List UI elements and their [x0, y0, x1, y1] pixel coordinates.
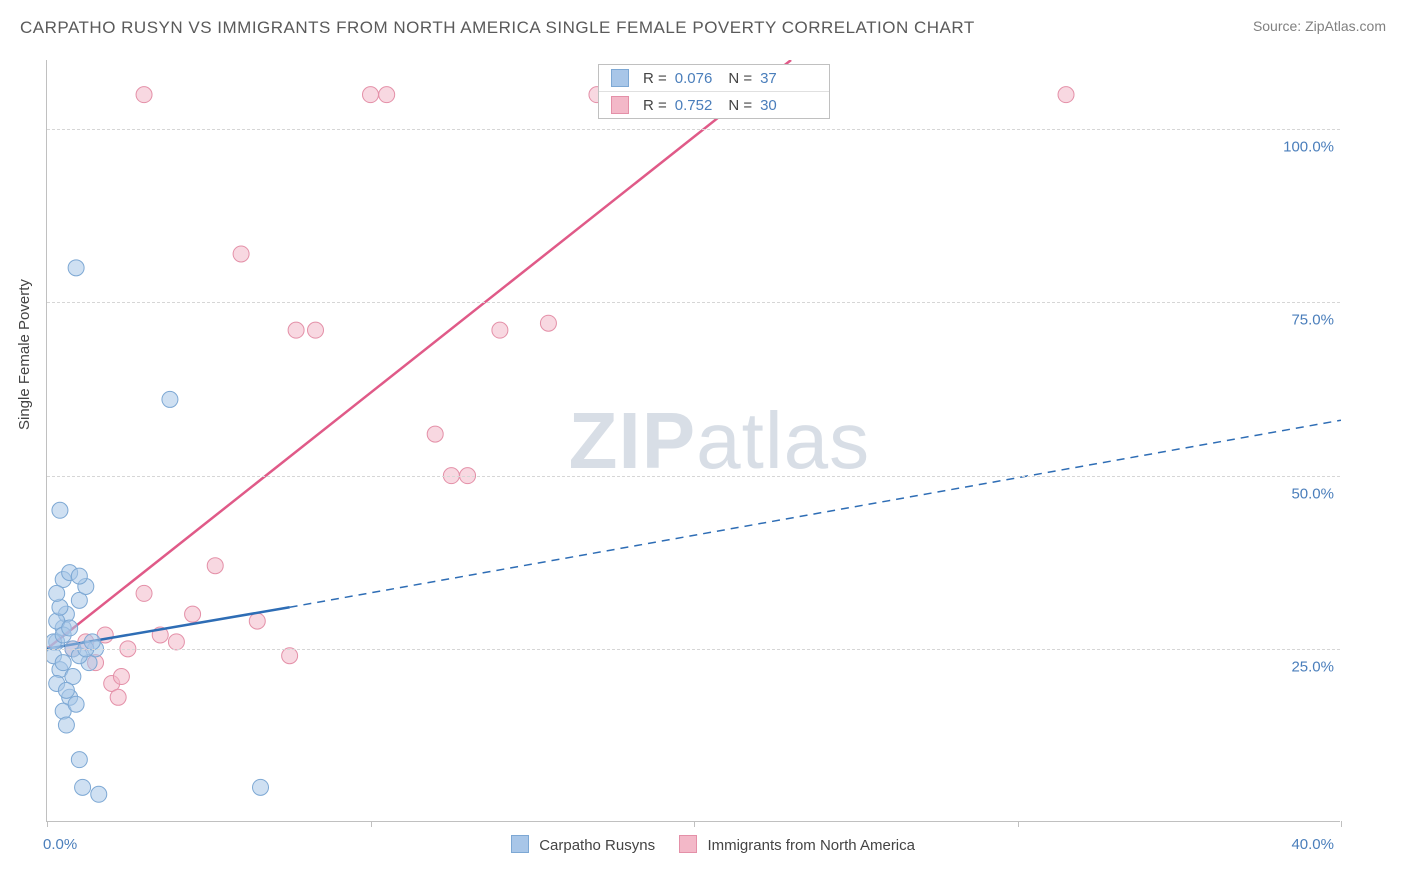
plot-container: ZIPatlas R = 0.076 N = 37 R = 0.752 N = … — [46, 60, 1340, 822]
r-label-a: R = — [643, 70, 667, 87]
legend-square-b — [611, 96, 629, 114]
n-value-b: 30 — [760, 97, 777, 114]
bottom-legend-label-b: Immigrants from North America — [707, 837, 915, 854]
n-value-a: 37 — [760, 70, 777, 87]
y-tick-label: 25.0% — [1291, 658, 1334, 675]
x-tick — [47, 821, 48, 827]
y-tick-label: 100.0% — [1283, 139, 1334, 156]
r-value-a: 0.076 — [675, 70, 713, 87]
info-row-a: R = 0.076 N = 37 — [599, 65, 829, 92]
x-tick — [1341, 821, 1342, 827]
legend-square-a — [611, 69, 629, 87]
chart-svg — [47, 60, 1341, 822]
source-label: Source: ZipAtlas.com — [1253, 18, 1386, 34]
bottom-legend: Carpatho Rusyns Immigrants from North Am… — [0, 835, 1406, 854]
watermark: ZIPatlas — [569, 395, 870, 487]
n-label-a: N = — [728, 70, 752, 87]
bottom-legend-label-a: Carpatho Rusyns — [539, 837, 655, 854]
x-tick — [371, 821, 372, 827]
y-axis-label: Single Female Poverty — [16, 279, 33, 430]
y-tick-label: 75.0% — [1291, 312, 1334, 329]
info-row-b: R = 0.752 N = 30 — [599, 92, 829, 118]
bottom-legend-square-b — [679, 835, 697, 853]
r-value-b: 0.752 — [675, 97, 713, 114]
plot-area: ZIPatlas R = 0.076 N = 37 R = 0.752 N = … — [46, 60, 1340, 822]
watermark-bold: ZIP — [569, 396, 696, 485]
chart-title: CARPATHO RUSYN VS IMMIGRANTS FROM NORTH … — [20, 18, 975, 37]
gridline-h — [47, 649, 1340, 650]
x-tick — [694, 821, 695, 827]
y-tick-label: 50.0% — [1291, 485, 1334, 502]
correlation-info-box: R = 0.076 N = 37 R = 0.752 N = 30 — [598, 64, 830, 119]
bottom-legend-square-a — [511, 835, 529, 853]
r-label-b: R = — [643, 97, 667, 114]
watermark-light: atlas — [696, 396, 870, 485]
n-label-b: N = — [728, 97, 752, 114]
gridline-h — [47, 129, 1340, 130]
gridline-h — [47, 302, 1340, 303]
gridline-h — [47, 476, 1340, 477]
x-tick — [1018, 821, 1019, 827]
